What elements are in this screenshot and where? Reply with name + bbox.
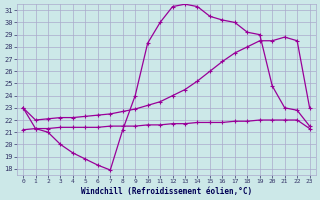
X-axis label: Windchill (Refroidissement éolien,°C): Windchill (Refroidissement éolien,°C) xyxy=(81,187,252,196)
